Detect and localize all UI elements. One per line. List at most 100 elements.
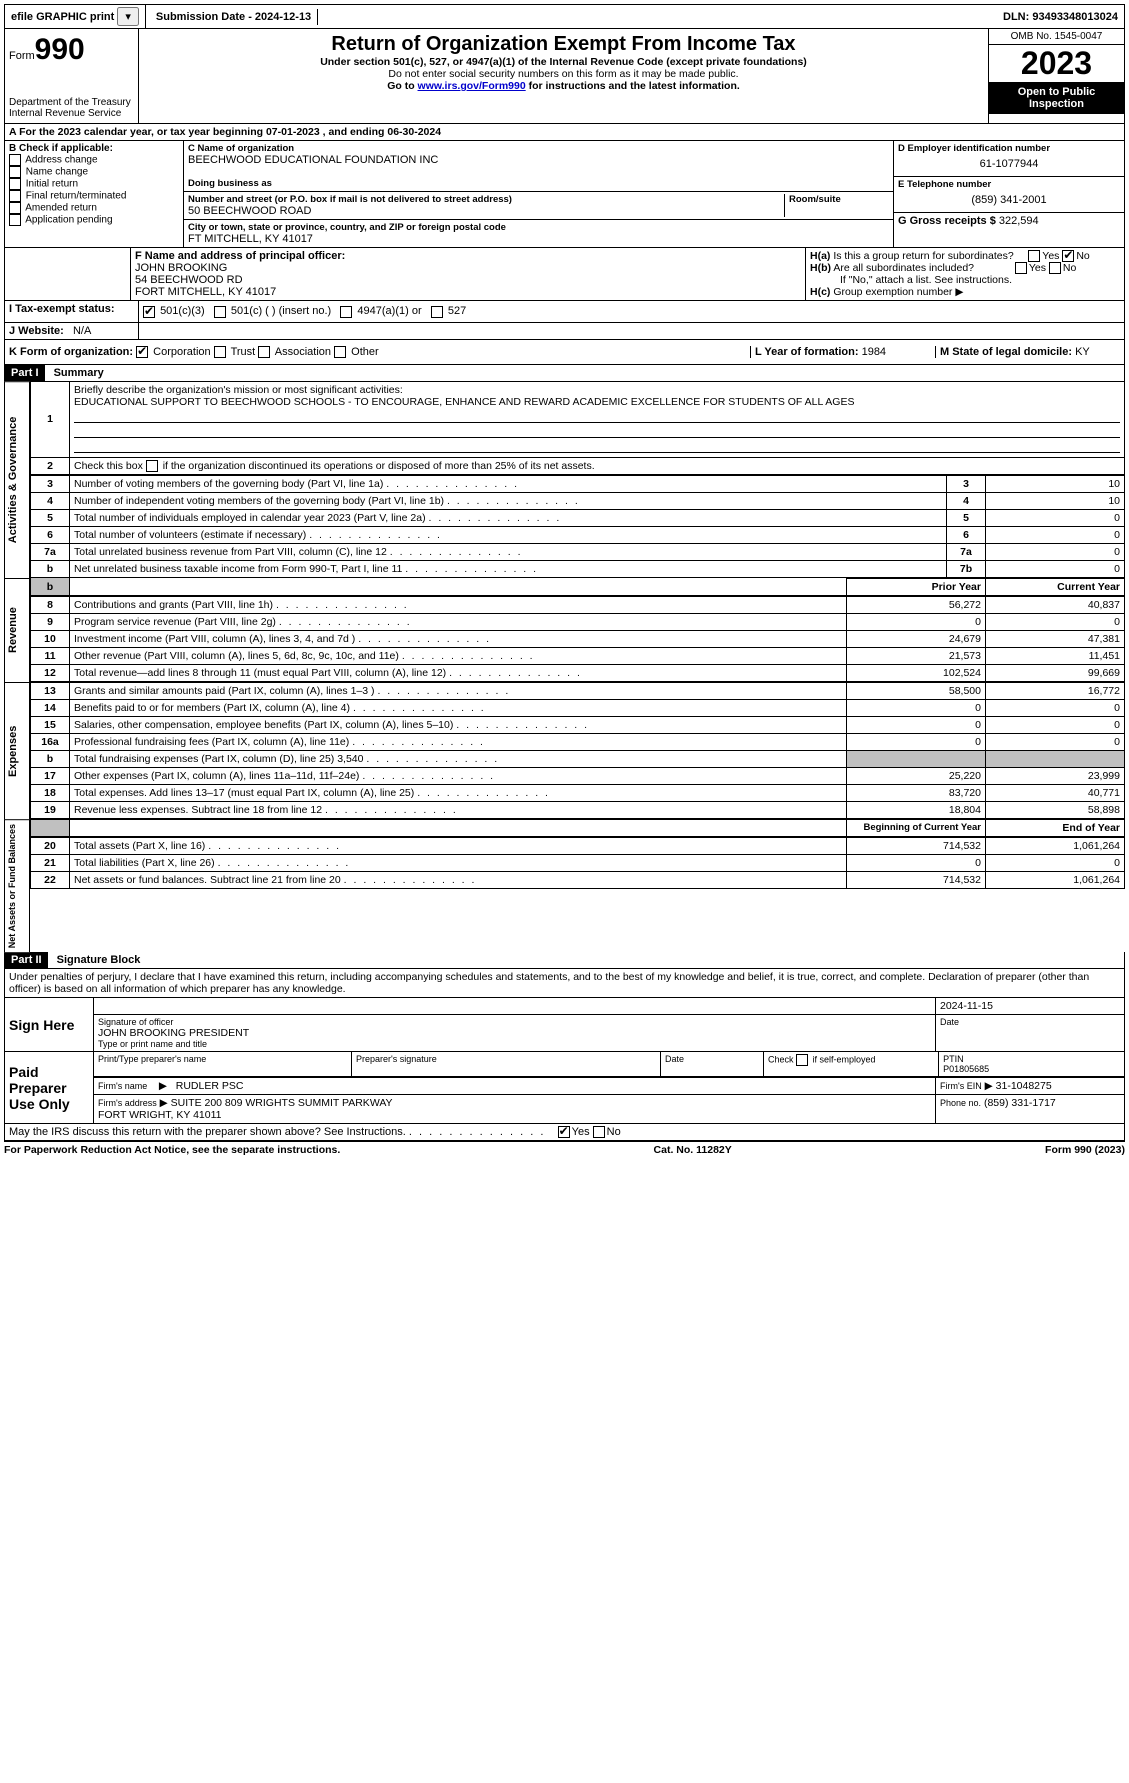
status-row: I Tax-exempt status: 501(c)(3) 501(c) ( … bbox=[4, 301, 1125, 322]
ssn-note: Do not enter social security numbers on … bbox=[143, 68, 984, 80]
arrow-icon: ▶ bbox=[160, 1097, 168, 1109]
omb-number: OMB No. 1545-0047 bbox=[989, 29, 1124, 45]
top-bar: efile GRAPHIC print ▾ Submission Date - … bbox=[4, 4, 1125, 29]
mission-text: EDUCATIONAL SUPPORT TO BEECHWOOD SCHOOLS… bbox=[74, 396, 854, 408]
prep-phone-label: Phone no. bbox=[940, 1098, 981, 1108]
checkbox-app-pending[interactable] bbox=[9, 214, 21, 226]
goto-note: Go to www.irs.gov/Form990 for instructio… bbox=[143, 80, 984, 92]
officer-addr1: 54 BEECHWOOD RD bbox=[135, 274, 243, 286]
org-name: BEECHWOOD EDUCATIONAL FOUNDATION INC bbox=[188, 154, 889, 166]
h-b-note: If "No," attach a list. See instructions… bbox=[810, 274, 1120, 286]
arrow-icon: ▶ bbox=[159, 1080, 167, 1092]
arrow-icon: ▶ bbox=[955, 286, 963, 298]
table-row: 12Total revenue—add lines 8 through 11 (… bbox=[31, 664, 1125, 681]
checkbox-name-change[interactable] bbox=[9, 166, 21, 178]
prep-name-label: Print/Type preparer's name bbox=[94, 1052, 352, 1077]
tax-status-label: I Tax-exempt status: bbox=[9, 303, 115, 315]
firm-addr-label: Firm's address bbox=[98, 1098, 157, 1108]
form-word: Form bbox=[9, 50, 35, 62]
rev-rows: 8Contributions and grants (Part VIII, li… bbox=[30, 596, 1125, 682]
h-b: H(b) Are all subordinates included? Yes … bbox=[810, 262, 1120, 274]
checkbox-address-change[interactable] bbox=[9, 154, 21, 166]
ptin: P01805685 bbox=[943, 1064, 989, 1074]
line2-text: Check this box if the organization disco… bbox=[74, 460, 595, 472]
checkbox-final[interactable] bbox=[9, 190, 21, 202]
checkbox-4947[interactable] bbox=[340, 306, 352, 318]
checkbox-self-employed[interactable] bbox=[796, 1054, 808, 1066]
gross-receipts: 322,594 bbox=[999, 215, 1039, 227]
table-row: 19Revenue less expenses. Subtract line 1… bbox=[31, 801, 1125, 818]
dln: DLN: 93493348013024 bbox=[997, 9, 1124, 25]
revenue-table: b Prior Year Current Year bbox=[30, 578, 1125, 596]
phone: (859) 341-2001 bbox=[898, 190, 1120, 210]
efile-label: efile GRAPHIC print ▾ bbox=[5, 5, 146, 28]
table-row: 7aTotal unrelated business revenue from … bbox=[31, 543, 1125, 560]
signature-table: Sign Here 2024-11-15 Signature of office… bbox=[4, 997, 1125, 1124]
footer-left: For Paperwork Reduction Act Notice, see … bbox=[4, 1144, 340, 1156]
table-row: bNet unrelated business taxable income f… bbox=[31, 560, 1125, 577]
phone-label: E Telephone number bbox=[898, 179, 1120, 190]
firm-ein-label: Firm's EIN bbox=[940, 1081, 982, 1091]
year-formation-label: L Year of formation: bbox=[755, 346, 859, 358]
dba-label: Doing business as bbox=[188, 178, 889, 189]
side-label-activities: Activities & Governance bbox=[4, 381, 30, 578]
checkbox-discuss-no[interactable] bbox=[593, 1126, 605, 1138]
checkbox-501c[interactable] bbox=[214, 306, 226, 318]
checkbox-501c3[interactable] bbox=[143, 306, 155, 318]
net-rows: 20Total assets (Part X, line 16) 714,532… bbox=[30, 837, 1125, 889]
dept-treasury: Department of the Treasury Internal Reve… bbox=[9, 97, 134, 119]
checkbox-ha-no[interactable] bbox=[1062, 250, 1074, 262]
page-footer: For Paperwork Reduction Act Notice, see … bbox=[4, 1141, 1125, 1156]
checkbox-hb-no[interactable] bbox=[1049, 262, 1061, 274]
type-name-label: Type or print name and title bbox=[98, 1039, 931, 1049]
domicile: KY bbox=[1075, 346, 1090, 358]
print-button[interactable]: ▾ bbox=[117, 7, 139, 26]
table-row: 4Number of independent voting members of… bbox=[31, 492, 1125, 509]
city-state-zip: FT MITCHELL, KY 41017 bbox=[188, 233, 889, 245]
year-formation: 1984 bbox=[862, 346, 886, 358]
checkbox-assoc[interactable] bbox=[258, 346, 270, 358]
checkbox-trust[interactable] bbox=[214, 346, 226, 358]
org-name-label: C Name of organization bbox=[188, 143, 889, 154]
tax-year: 2023 bbox=[989, 45, 1124, 82]
checkbox-ha-yes[interactable] bbox=[1028, 250, 1040, 262]
website-value: N/A bbox=[73, 325, 91, 337]
firm-name-label: Firm's name bbox=[98, 1081, 147, 1091]
date-label: Date bbox=[940, 1017, 1120, 1027]
officer-addr2: FORT MITCHELL, KY 41017 bbox=[135, 286, 276, 298]
h-a: H(a) Is this a group return for subordin… bbox=[810, 250, 1120, 262]
officer-group-block: F Name and address of principal officer:… bbox=[4, 248, 1125, 301]
checkbox-discontinued[interactable] bbox=[146, 460, 158, 472]
table-row: 17Other expenses (Part IX, column (A), l… bbox=[31, 767, 1125, 784]
table-row: 15Salaries, other compensation, employee… bbox=[31, 716, 1125, 733]
checkbox-amended[interactable] bbox=[9, 202, 21, 214]
checkbox-discuss-yes[interactable] bbox=[558, 1126, 570, 1138]
table-row: 9Program service revenue (Part VIII, lin… bbox=[31, 613, 1125, 630]
table-row: 13Grants and similar amounts paid (Part … bbox=[31, 682, 1125, 699]
domicile-label: M State of legal domicile: bbox=[940, 346, 1072, 358]
prep-phone: (859) 331-1717 bbox=[984, 1097, 1056, 1109]
checkbox-other[interactable] bbox=[334, 346, 346, 358]
sign-here-label: Sign Here bbox=[5, 998, 94, 1052]
street-label: Number and street (or P.O. box if mail i… bbox=[188, 194, 780, 205]
website-row: J Website: N/A bbox=[4, 323, 1125, 340]
table-row: 14Benefits paid to or for members (Part … bbox=[31, 699, 1125, 716]
prep-date-label: Date bbox=[661, 1052, 764, 1077]
arrow-icon: ▶ bbox=[985, 1080, 993, 1092]
checkbox-corp[interactable] bbox=[136, 346, 148, 358]
ag-rows: 3Number of voting members of the governi… bbox=[30, 475, 1125, 578]
table-row: bTotal fundraising expenses (Part IX, co… bbox=[31, 750, 1125, 767]
checkbox-initial[interactable] bbox=[9, 178, 21, 190]
form-header: Form990 Department of the Treasury Inter… bbox=[4, 29, 1125, 124]
box-d-e-g: D Employer identification number 61-1077… bbox=[893, 141, 1124, 247]
form-title: Return of Organization Exempt From Incom… bbox=[143, 33, 984, 56]
beg-year-header: Beginning of Current Year bbox=[847, 819, 986, 836]
irs-link[interactable]: www.irs.gov/Form990 bbox=[418, 80, 526, 92]
ein: 61-1077944 bbox=[898, 154, 1120, 174]
netassets-table: Beginning of Current Year End of Year bbox=[30, 819, 1125, 837]
sig-officer-label: Signature of officer bbox=[98, 1017, 931, 1027]
prep-sig-label: Preparer's signature bbox=[352, 1052, 661, 1077]
checkbox-527[interactable] bbox=[431, 306, 443, 318]
form-number: 990 bbox=[35, 33, 85, 66]
checkbox-hb-yes[interactable] bbox=[1015, 262, 1027, 274]
